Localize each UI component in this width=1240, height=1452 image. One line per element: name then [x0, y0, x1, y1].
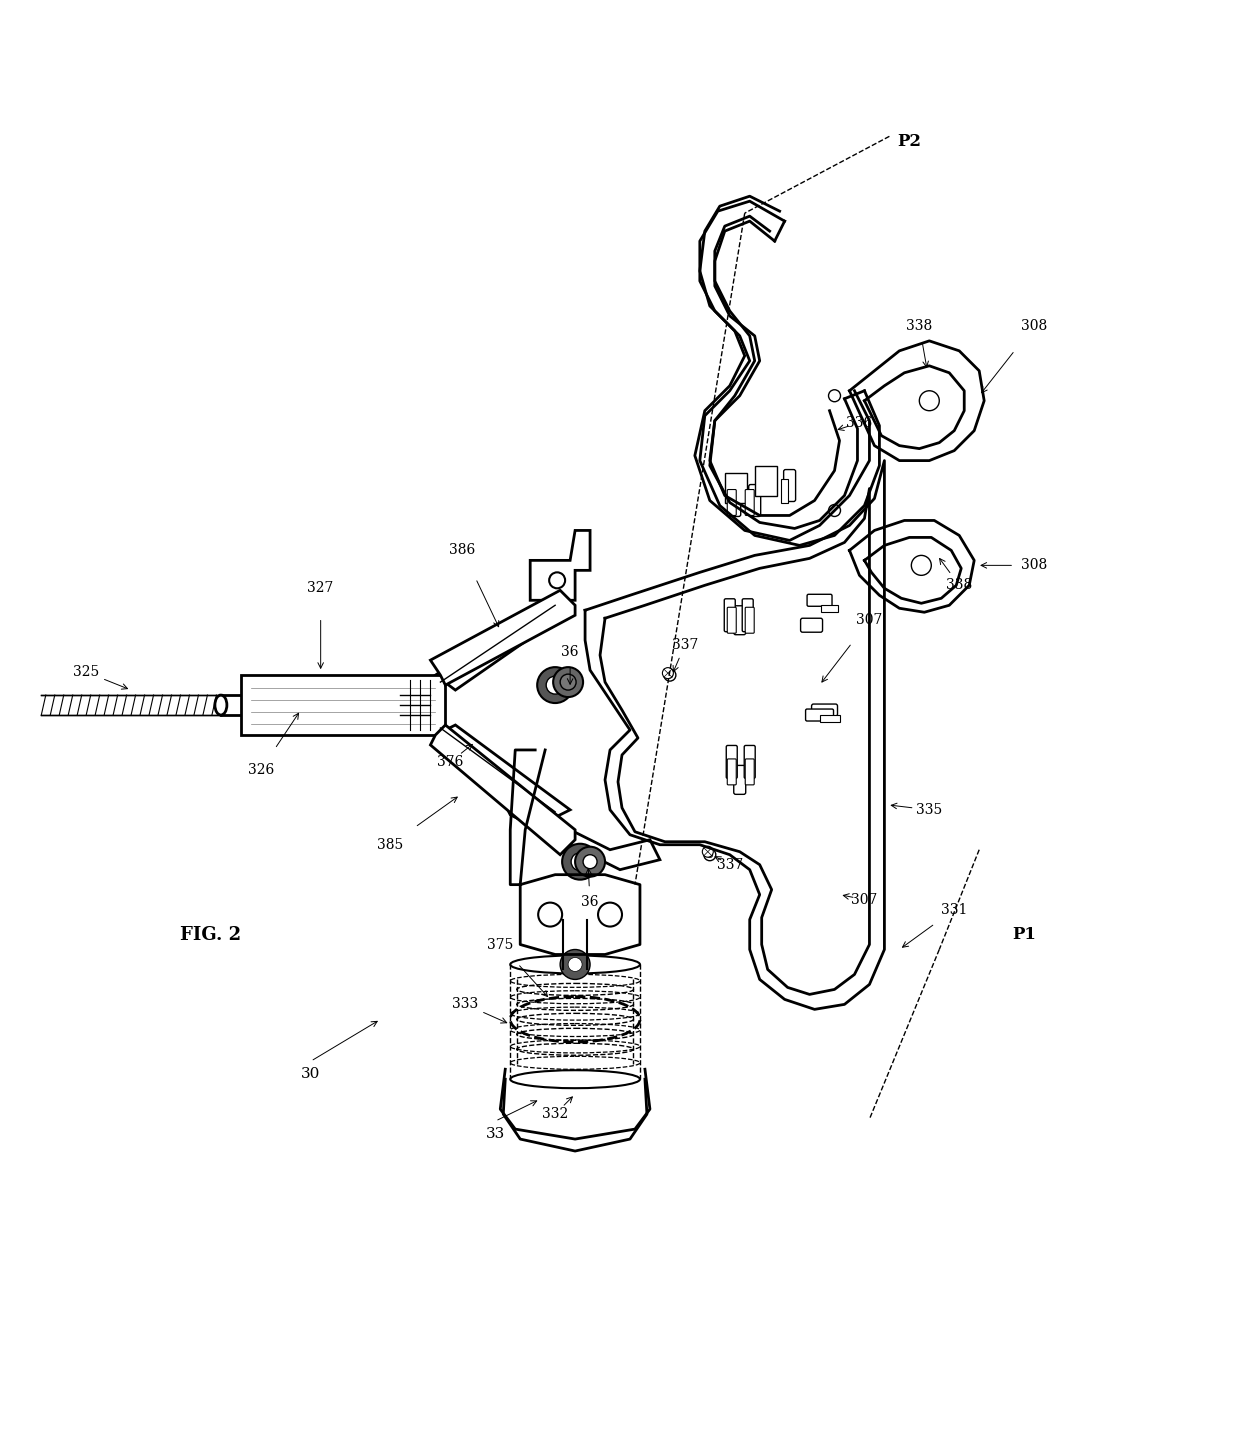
- Text: 307: 307: [857, 613, 883, 627]
- FancyBboxPatch shape: [801, 619, 822, 632]
- Polygon shape: [821, 605, 838, 611]
- FancyBboxPatch shape: [807, 594, 832, 607]
- FancyBboxPatch shape: [724, 598, 735, 632]
- FancyBboxPatch shape: [784, 469, 796, 501]
- Ellipse shape: [510, 955, 640, 973]
- Circle shape: [562, 675, 575, 690]
- Text: 336: 336: [847, 415, 873, 430]
- Circle shape: [704, 849, 715, 861]
- Text: 332: 332: [542, 1106, 568, 1121]
- FancyBboxPatch shape: [743, 598, 753, 632]
- Polygon shape: [435, 725, 570, 820]
- Ellipse shape: [510, 1070, 640, 1088]
- Polygon shape: [724, 472, 746, 502]
- Circle shape: [662, 668, 673, 678]
- Circle shape: [575, 847, 605, 877]
- FancyBboxPatch shape: [744, 745, 755, 778]
- FancyBboxPatch shape: [745, 607, 754, 633]
- Text: 30: 30: [301, 1067, 320, 1082]
- Text: 337: 337: [717, 858, 743, 871]
- FancyBboxPatch shape: [749, 485, 760, 517]
- Circle shape: [537, 666, 573, 703]
- Circle shape: [572, 852, 589, 871]
- Circle shape: [707, 852, 713, 858]
- Polygon shape: [500, 794, 660, 870]
- Polygon shape: [221, 696, 386, 714]
- Text: 385: 385: [377, 838, 404, 852]
- Ellipse shape: [215, 696, 227, 714]
- Text: P1: P1: [1012, 926, 1037, 942]
- Circle shape: [663, 669, 676, 681]
- Text: 308: 308: [1021, 559, 1048, 572]
- Circle shape: [553, 666, 583, 697]
- FancyBboxPatch shape: [745, 489, 754, 515]
- Polygon shape: [781, 479, 789, 502]
- Text: 331: 331: [941, 903, 967, 916]
- Polygon shape: [373, 678, 401, 732]
- Text: 36: 36: [582, 894, 599, 909]
- Text: 386: 386: [449, 543, 475, 558]
- Circle shape: [560, 950, 590, 980]
- Circle shape: [562, 844, 598, 880]
- Text: 333: 333: [453, 998, 479, 1012]
- FancyBboxPatch shape: [806, 709, 833, 722]
- FancyBboxPatch shape: [811, 704, 837, 716]
- Text: 375: 375: [487, 938, 513, 951]
- Circle shape: [828, 504, 841, 517]
- FancyBboxPatch shape: [734, 605, 745, 635]
- Text: 338: 338: [906, 319, 932, 333]
- Text: 326: 326: [248, 762, 274, 777]
- Circle shape: [828, 389, 841, 402]
- Circle shape: [667, 672, 673, 678]
- Text: 307: 307: [852, 893, 878, 906]
- Polygon shape: [430, 725, 575, 855]
- Text: 376: 376: [438, 755, 464, 770]
- Circle shape: [702, 847, 713, 857]
- Text: FIG. 2: FIG. 2: [180, 925, 242, 944]
- Text: 36: 36: [562, 645, 579, 659]
- Text: 325: 325: [73, 665, 99, 680]
- Polygon shape: [430, 591, 575, 685]
- Circle shape: [560, 674, 577, 690]
- FancyBboxPatch shape: [734, 765, 745, 794]
- Text: 338: 338: [946, 578, 972, 592]
- Circle shape: [546, 677, 564, 694]
- Circle shape: [583, 855, 596, 868]
- Polygon shape: [410, 678, 440, 732]
- Circle shape: [568, 957, 582, 971]
- Text: P2: P2: [898, 132, 921, 150]
- FancyBboxPatch shape: [745, 759, 754, 786]
- Text: 337: 337: [672, 639, 698, 652]
- Polygon shape: [531, 530, 590, 600]
- Text: 308: 308: [1021, 319, 1048, 333]
- Ellipse shape: [379, 696, 392, 714]
- Text: 335: 335: [916, 803, 942, 817]
- Polygon shape: [755, 466, 776, 495]
- Polygon shape: [241, 675, 445, 735]
- Text: 33: 33: [486, 1127, 505, 1141]
- Polygon shape: [820, 714, 839, 722]
- Text: 327: 327: [308, 581, 334, 595]
- FancyBboxPatch shape: [729, 485, 740, 517]
- Polygon shape: [435, 600, 570, 690]
- FancyBboxPatch shape: [727, 745, 738, 778]
- FancyBboxPatch shape: [727, 489, 737, 515]
- FancyBboxPatch shape: [727, 607, 737, 633]
- FancyBboxPatch shape: [727, 759, 737, 786]
